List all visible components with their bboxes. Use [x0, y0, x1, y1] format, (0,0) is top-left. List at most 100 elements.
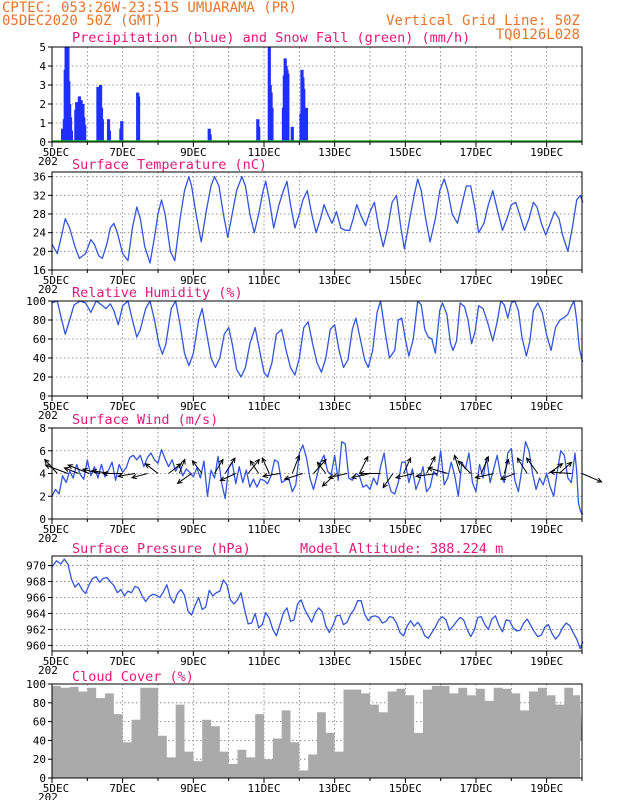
wind-vector-head	[525, 457, 532, 464]
ytick-label-cloud: 60	[33, 716, 46, 729]
ytick-label-temperature: 36	[33, 171, 46, 184]
wind-vector	[118, 473, 136, 477]
wind-vector	[317, 461, 327, 474]
xtick-label-temperature: 17DEC	[459, 274, 492, 287]
xtick-label-temperature: 15DEC	[389, 274, 422, 287]
ytick-label-temperature: 32	[33, 189, 46, 202]
xtick-year-temperature: 202	[38, 283, 58, 296]
chart-annotation-pressure: Model Altitude: 388.224 m	[300, 541, 503, 557]
wind-vector-head	[321, 458, 327, 465]
frame-temperature	[51, 171, 583, 271]
xtick-label-wind: 7DEC	[109, 523, 136, 536]
wind-vector	[168, 463, 182, 474]
wind-vector-head	[180, 458, 186, 465]
xtick-label-temperature: 13DEC	[318, 274, 351, 287]
wind-vector	[500, 473, 516, 480]
xtick-label-humidity: 17DEC	[459, 400, 492, 413]
wind-vector-head	[261, 457, 267, 464]
xtick-label-precip: 13DEC	[318, 146, 351, 159]
xtick-label-humidity: 11DEC	[247, 400, 280, 413]
xtick-label-cloud: 7DEC	[109, 782, 136, 795]
wind-vector-head	[358, 470, 365, 477]
precip-bar	[69, 130, 74, 142]
chart-title-cloud: Cloud Cover (%)	[72, 669, 194, 685]
precip-bar	[302, 88, 306, 142]
ytick-label-humidity: 100	[26, 295, 46, 308]
wind-vector-head	[81, 467, 88, 473]
ytick-label-humidity: 20	[33, 371, 46, 384]
wind-vector-head	[350, 474, 357, 480]
wind-vector	[328, 473, 348, 479]
wind-vector-head	[44, 464, 51, 470]
xtick-label-temperature: 11DEC	[247, 274, 280, 287]
panel-humidity: Relative Humidity (%) 0 20 40 60 80 100 5DEC 7DE…	[26, 285, 584, 422]
cloud-cover-area	[52, 685, 582, 778]
chart-title-pressure: Surface Pressure (hPa)	[72, 541, 251, 557]
precip-bar	[100, 119, 104, 142]
temperature-line	[51, 176, 584, 264]
wind-vector-head	[101, 470, 108, 477]
panel-pressure: Surface Pressure (hPa) Model Altitude: 38…	[26, 541, 584, 677]
grid-temperature	[52, 172, 582, 270]
ytick-label-wind: 8	[39, 422, 46, 435]
precip-bar	[83, 124, 87, 142]
wind-vector	[558, 461, 572, 474]
xtick-label-temperature: 5DEC	[43, 274, 70, 287]
xtick-label-humidity: 19DEC	[530, 400, 563, 413]
precip-bar	[120, 121, 124, 142]
header-station-info: CPTEC: 053:26W-23:51S UMUARAMA (PR)	[2, 0, 297, 16]
wind-vector-head	[191, 459, 198, 466]
chart-title-wind: Surface Wind (m/s)	[72, 412, 218, 428]
ytick-label-pressure: 970	[26, 560, 46, 573]
xtick-label-temperature: 7DEC	[109, 274, 136, 287]
wind-vector	[178, 459, 186, 474]
ytick-label-temperature: 20	[33, 245, 46, 258]
wind-vector	[284, 473, 304, 480]
wind-vector	[526, 457, 539, 474]
xtick-label-pressure: 5DEC	[43, 655, 70, 668]
ytick-label-pressure: 960	[26, 639, 46, 652]
wind-vector-head	[394, 474, 401, 480]
wind-vectors	[43, 454, 603, 489]
wind-vector	[191, 460, 203, 474]
xtick-label-pressure: 15DEC	[389, 655, 422, 668]
chart-title-temperature: Surface Temperature (nC)	[72, 157, 267, 173]
xtick-year-wind: 202	[38, 532, 58, 545]
wind-vector-head	[144, 462, 151, 469]
wind-vector-head	[67, 464, 74, 470]
wind-vector-head	[176, 462, 183, 469]
xtick-label-cloud: 17DEC	[459, 782, 492, 795]
xtick-label-cloud: 5DEC	[43, 782, 70, 795]
xtick-label-precip: 15DEC	[389, 146, 422, 159]
wind-vector-head	[406, 457, 412, 464]
xtick-label-pressure: 19DEC	[530, 655, 563, 668]
wind-vector	[64, 467, 79, 474]
xtick-label-cloud: 9DEC	[180, 782, 207, 795]
wind-vector-head	[499, 475, 506, 480]
grid-pressure	[52, 556, 582, 651]
wind-vector-head	[382, 482, 388, 489]
wind-vector	[517, 457, 528, 474]
wind-vector	[220, 473, 236, 481]
wind-vector	[291, 455, 300, 474]
ytick-label-cloud: 40	[33, 734, 46, 747]
wind-vector-head	[249, 459, 255, 466]
grid-precip	[52, 47, 582, 142]
wind-vector-head	[414, 473, 422, 479]
wind-vector-head	[321, 481, 328, 487]
ytick-label-cloud: 20	[33, 753, 46, 766]
ytick-label-temperature: 16	[33, 264, 46, 277]
xtick-year-humidity: 202	[38, 409, 58, 422]
precip-bar	[257, 126, 261, 142]
wind-vector	[351, 473, 371, 479]
wind-vector	[475, 473, 494, 479]
wind-vector	[395, 473, 415, 479]
header-run-date: 05DEC2020 50Z (GMT)	[2, 13, 162, 29]
xtick-label-precip: 7DEC	[109, 146, 136, 159]
wind-vector	[313, 459, 327, 474]
header-model-id: TQ0126L028	[496, 27, 580, 43]
ytick-label-pressure: 966	[26, 592, 46, 605]
ytick-label-precip: 3	[39, 79, 46, 92]
wind-vector	[249, 460, 260, 474]
ytick-label-humidity: 0	[39, 390, 46, 403]
